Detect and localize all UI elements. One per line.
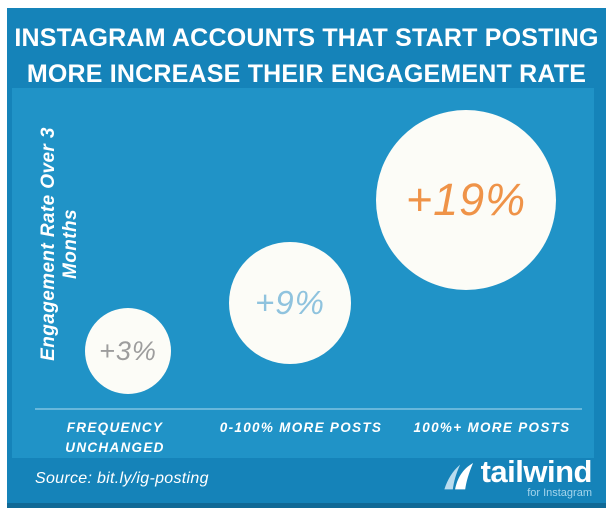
source-credit: Source: bit.ly/ig-posting [35,470,209,487]
bubble-value-label: +3% [99,335,157,366]
title-line-2: MORE INCREASE THEIR ENGAGEMENT RATE [26,60,587,88]
bubble-0-100-more-posts: +9% [229,242,351,364]
brand-name: tailwind [480,454,593,489]
sail-icon [443,462,473,490]
title-line-1: INSTAGRAM ACCOUNTS THAT START POSTING [14,24,599,52]
tailwind-logo: tailwind for Instagram [441,454,593,499]
brand-tagline: for Instagram [527,487,592,499]
page-title: INSTAGRAM ACCOUNTS THAT START POSTING MO… [7,20,606,92]
x-axis-baseline [35,408,582,410]
bottom-shadow-edge [7,503,606,508]
chart-plot-area: Engagement Rate Over 3 Months +3% +9% +1… [12,88,594,458]
x-tick-100-plus-more-posts: 100%+ MORE POSTS [413,420,571,435]
infographic-canvas: INSTAGRAM ACCOUNTS THAT START POSTING MO… [7,8,606,508]
bubble-frequency-unchanged: +3% [85,308,171,394]
y-axis-label: Engagement Rate Over 3 Months [38,127,81,361]
x-tick-frequency-unchanged: FREQUENCY UNCHANGED [65,420,165,455]
brand-text-block: tailwind for Instagram [480,454,593,499]
bubble-value-label: +19% [405,174,527,225]
bubble-value-label: +9% [255,284,325,321]
bubble-100-plus-more-posts: +19% [376,110,556,290]
x-tick-0-100-more-posts: 0-100% MORE POSTS [219,420,383,435]
